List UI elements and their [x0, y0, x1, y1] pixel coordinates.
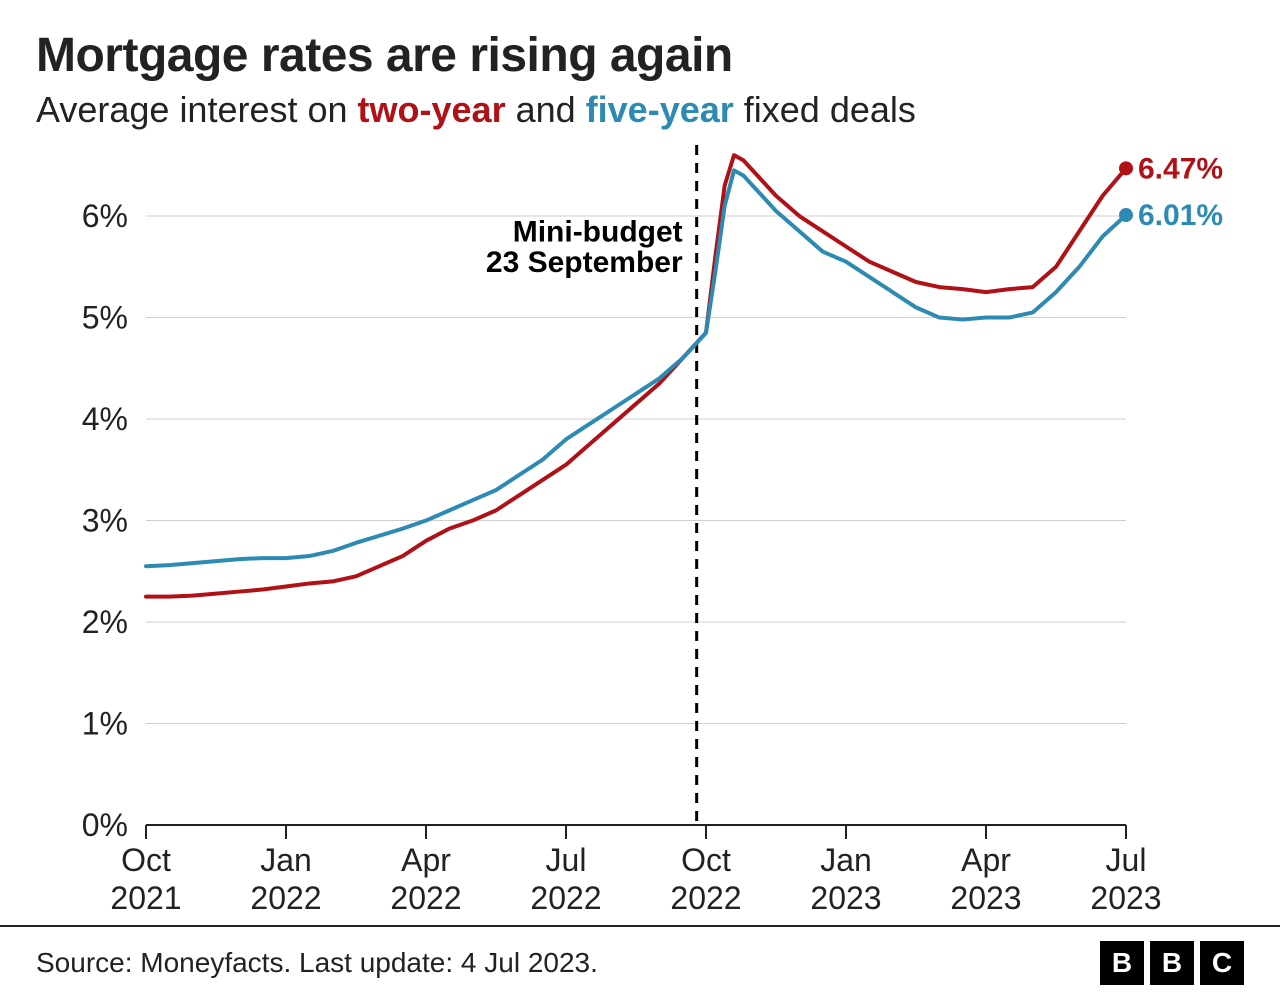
subtitle-suffix: fixed deals [734, 89, 916, 130]
logo-letter: B [1150, 941, 1194, 985]
svg-text:3%: 3% [82, 503, 128, 539]
chart-title: Mortgage rates are rising again [36, 28, 1244, 83]
svg-text:6.47%: 6.47% [1138, 152, 1223, 185]
svg-text:2022: 2022 [530, 880, 601, 916]
svg-text:Apr: Apr [401, 842, 451, 878]
svg-text:Jul: Jul [546, 842, 587, 878]
svg-text:2022: 2022 [390, 880, 461, 916]
svg-text:Jan: Jan [820, 842, 872, 878]
footer: Source: Moneyfacts. Last update: 4 Jul 2… [0, 925, 1280, 985]
svg-text:2023: 2023 [1090, 880, 1161, 916]
svg-text:2023: 2023 [950, 880, 1021, 916]
svg-text:2023: 2023 [810, 880, 881, 916]
source-text: Source: Moneyfacts. Last update: 4 Jul 2… [36, 947, 598, 979]
logo-letter: B [1100, 941, 1144, 985]
svg-text:2021: 2021 [110, 880, 181, 916]
svg-text:4%: 4% [82, 401, 128, 437]
svg-text:0%: 0% [82, 807, 128, 843]
svg-text:Jan: Jan [260, 842, 312, 878]
svg-text:Oct: Oct [681, 842, 731, 878]
svg-text:2022: 2022 [250, 880, 321, 916]
legend-two-year: two-year [358, 89, 506, 130]
subtitle-prefix: Average interest on [36, 89, 358, 130]
logo-letter: C [1200, 941, 1244, 985]
subtitle-and: and [506, 89, 586, 130]
svg-text:Jul: Jul [1106, 842, 1147, 878]
svg-text:2022: 2022 [670, 880, 741, 916]
svg-text:23 September: 23 September [486, 246, 683, 279]
svg-text:6.01%: 6.01% [1138, 199, 1223, 232]
svg-text:Mini-budget: Mini-budget [513, 215, 683, 248]
line-chart: 0%1%2%3%4%5%6%Oct2021Jan2022Apr2022Jul20… [36, 145, 1244, 925]
svg-text:Oct: Oct [121, 842, 171, 878]
svg-text:6%: 6% [82, 198, 128, 234]
svg-text:Apr: Apr [961, 842, 1011, 878]
bbc-logo: B B C [1100, 941, 1244, 985]
svg-text:1%: 1% [82, 706, 128, 742]
svg-text:2%: 2% [82, 604, 128, 640]
chart-subtitle: Average interest on two-year and five-ye… [36, 89, 1244, 131]
legend-five-year: five-year [586, 89, 734, 130]
svg-text:5%: 5% [82, 300, 128, 336]
chart-area: 0%1%2%3%4%5%6%Oct2021Jan2022Apr2022Jul20… [36, 145, 1244, 925]
